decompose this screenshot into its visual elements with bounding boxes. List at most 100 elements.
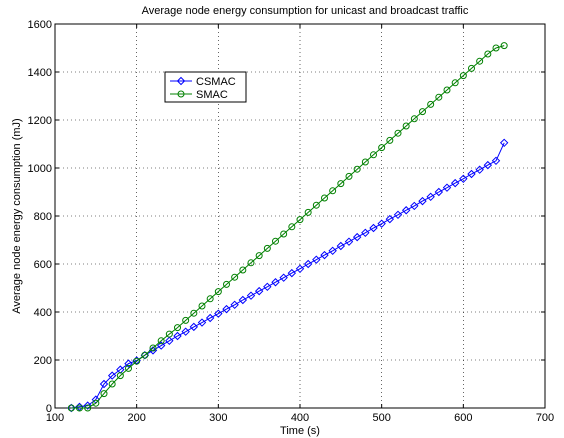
smac-point: [108, 380, 116, 388]
x-tick-label: 100: [46, 412, 64, 424]
smac-point: [116, 372, 124, 380]
csmac-point: [107, 371, 117, 380]
csmac-point: [312, 255, 321, 264]
smac-point: [174, 324, 181, 332]
csmac-point: [99, 379, 109, 389]
csmac-point: [230, 300, 239, 310]
csmac-point: [246, 291, 256, 300]
csmac-point: [214, 309, 223, 318]
csmac-point: [491, 156, 501, 166]
csmac-point: [328, 246, 337, 256]
smac-point: [149, 344, 157, 352]
smac-point: [231, 273, 239, 281]
csmac-point: [418, 196, 427, 206]
smac-point: [468, 64, 475, 72]
csmac-point: [254, 286, 264, 296]
csmac-point: [279, 273, 288, 282]
smac-point: [198, 302, 206, 310]
smac-point: [378, 144, 386, 152]
smac-point: [304, 208, 312, 216]
csmac-point: [401, 206, 411, 215]
csmac-point: [344, 237, 354, 246]
x-tick-label: 300: [209, 412, 227, 424]
csmac-point: [393, 210, 403, 220]
smac-point: [84, 404, 92, 412]
csmac-point: [263, 282, 272, 292]
data-series: [67, 42, 509, 413]
smac-point: [345, 172, 353, 180]
csmac-point: [410, 201, 419, 211]
y-tick-label: 1400: [28, 67, 52, 79]
csmac-point: [295, 264, 305, 274]
smac-point: [500, 42, 508, 50]
smac-point: [247, 259, 255, 267]
csmac-point: [385, 214, 395, 224]
smac-point: [214, 288, 222, 296]
csmac-point: [483, 160, 493, 170]
x-tick-label: 400: [291, 412, 309, 424]
x-tick-label: 200: [127, 412, 145, 424]
csmac-point: [189, 322, 199, 332]
csmac-point: [173, 331, 182, 341]
smac-point: [312, 201, 320, 209]
smac-point: [239, 266, 247, 274]
smac-point: [263, 244, 271, 252]
x-tick-label: 500: [372, 412, 390, 424]
chart-title: Average node energy consumption for unic…: [142, 5, 469, 17]
y-tick-label: 200: [34, 355, 52, 367]
csmac-point: [450, 178, 460, 188]
smac-point: [92, 399, 100, 407]
smac-point: [100, 390, 108, 398]
smac-point: [125, 364, 132, 372]
x-tick-label: 700: [536, 412, 554, 424]
csmac-point: [181, 327, 190, 336]
smac-point: [141, 351, 149, 359]
legend-swatch-marker: [177, 90, 185, 98]
smac-point: [394, 129, 402, 137]
csmac-point: [459, 174, 468, 184]
smac-point: [459, 72, 467, 80]
x-tick-label: 600: [454, 412, 472, 424]
y-axis-label: Average node energy consumption (mJ): [11, 118, 23, 313]
csmac-point: [222, 304, 231, 314]
y-tick-label: 1200: [28, 115, 52, 127]
csmac-point: [287, 268, 297, 278]
y-tick-label: 0: [46, 403, 52, 415]
csmac-point: [303, 259, 313, 269]
csmac-point: [238, 295, 248, 305]
smac-point: [329, 187, 337, 195]
smac-point: [165, 330, 173, 338]
csmac-point: [377, 219, 386, 228]
smac-point: [337, 180, 345, 188]
csmac-point: [165, 336, 174, 346]
x-axis-label: Time (s): [280, 425, 320, 437]
smac-point: [435, 93, 443, 101]
smac-point: [386, 136, 394, 144]
smac-point: [492, 44, 500, 52]
csmac-point: [426, 192, 435, 202]
smac-point: [223, 280, 230, 288]
legend-item-csmac: CSMAC: [170, 76, 236, 88]
smac-point: [76, 404, 83, 412]
csmac-point: [352, 232, 362, 242]
csmac-point: [361, 228, 370, 238]
smac-line: [71, 45, 505, 409]
smac-point: [361, 158, 369, 166]
series-smac: [67, 42, 508, 412]
csmac-point: [434, 187, 444, 197]
smac-point: [67, 404, 75, 412]
legend-item-smac: SMAC: [170, 89, 228, 101]
smac-point: [484, 50, 492, 58]
smac-point: [427, 100, 435, 108]
smac-point: [272, 237, 279, 245]
smac-point: [443, 86, 451, 94]
legend-swatch-marker: [176, 76, 186, 86]
smac-point: [157, 337, 165, 345]
smac-point: [321, 194, 328, 202]
smac-point: [190, 309, 198, 317]
y-tick-label: 400: [34, 307, 52, 319]
smac-point: [133, 357, 141, 365]
csmac-point: [336, 241, 346, 251]
